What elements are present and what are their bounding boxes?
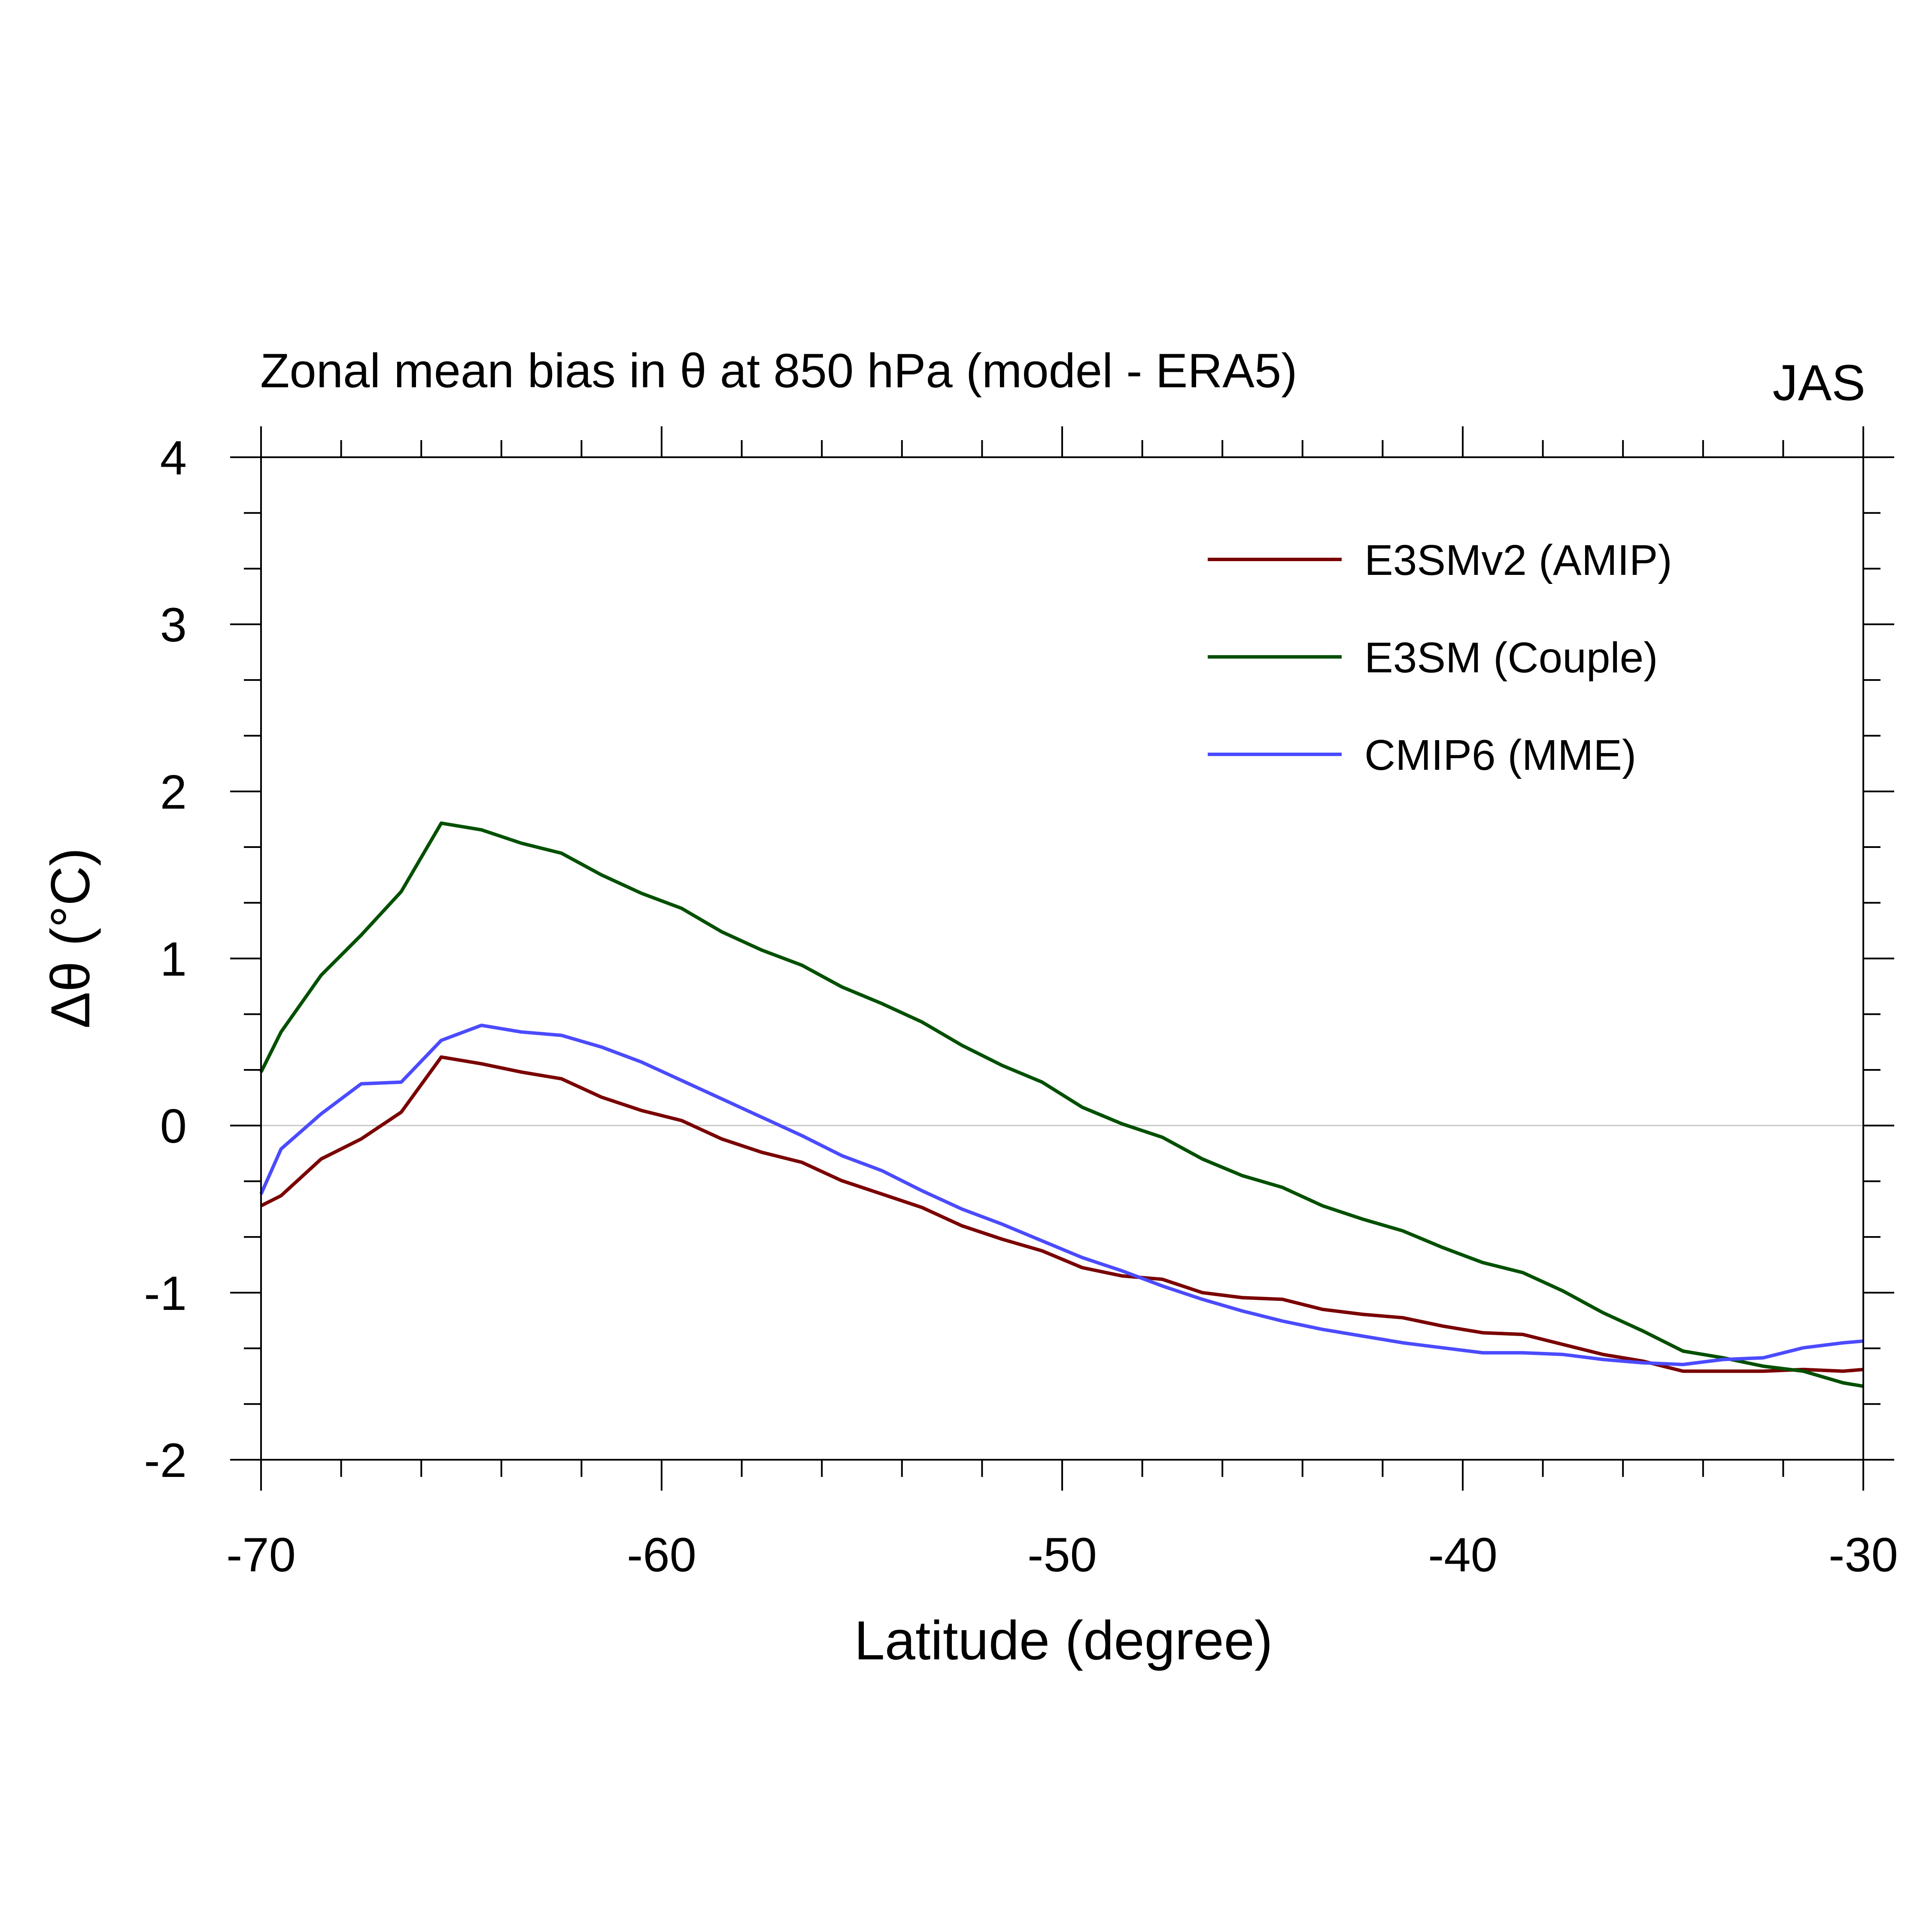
y-tick-label: 4 [160,431,187,485]
x-tick-label: -30 [1829,1528,1898,1582]
legend: E3SMv2 (AMIP) E3SM (Couple) CMIP6 (MME) [1208,536,1672,779]
y-axis-label: Δθ (°C) [40,848,101,1028]
axis-ticks [230,426,1894,1491]
y-tick-label: 0 [160,1100,187,1153]
plot-frame [260,456,1864,1461]
x-tick-label: -60 [627,1528,696,1582]
series-line-3 [259,1024,1864,1367]
season-label: JAS [1773,355,1865,411]
tick-labels: -70 -60 -50 -40 -30 -2 -1 0 1 2 3 4 [144,431,1898,1582]
y-tick-label: 1 [160,933,187,986]
x-tick-label: -40 [1428,1528,1498,1582]
x-tick-label: -70 [226,1528,296,1582]
x-tick-label: -50 [1027,1528,1097,1582]
chart-title: Zonal mean bias in θ at 850 hPa (model -… [260,344,1297,398]
legend-label-2: E3SM (Couple) [1364,634,1658,682]
y-tick-label: -1 [144,1267,187,1320]
legend-label-1: E3SMv2 (AMIP) [1364,536,1672,584]
series-line-2 [259,821,1864,1388]
y-tick-label: 3 [160,598,187,652]
legend-label-3: CMIP6 (MME) [1364,731,1636,779]
y-tick-label: 2 [160,765,187,819]
series-lines [259,821,1864,1388]
series-line-1 [260,1055,1864,1373]
y-tick-label: -2 [144,1434,187,1487]
x-axis-label: Latitude (degree) [854,1610,1273,1671]
